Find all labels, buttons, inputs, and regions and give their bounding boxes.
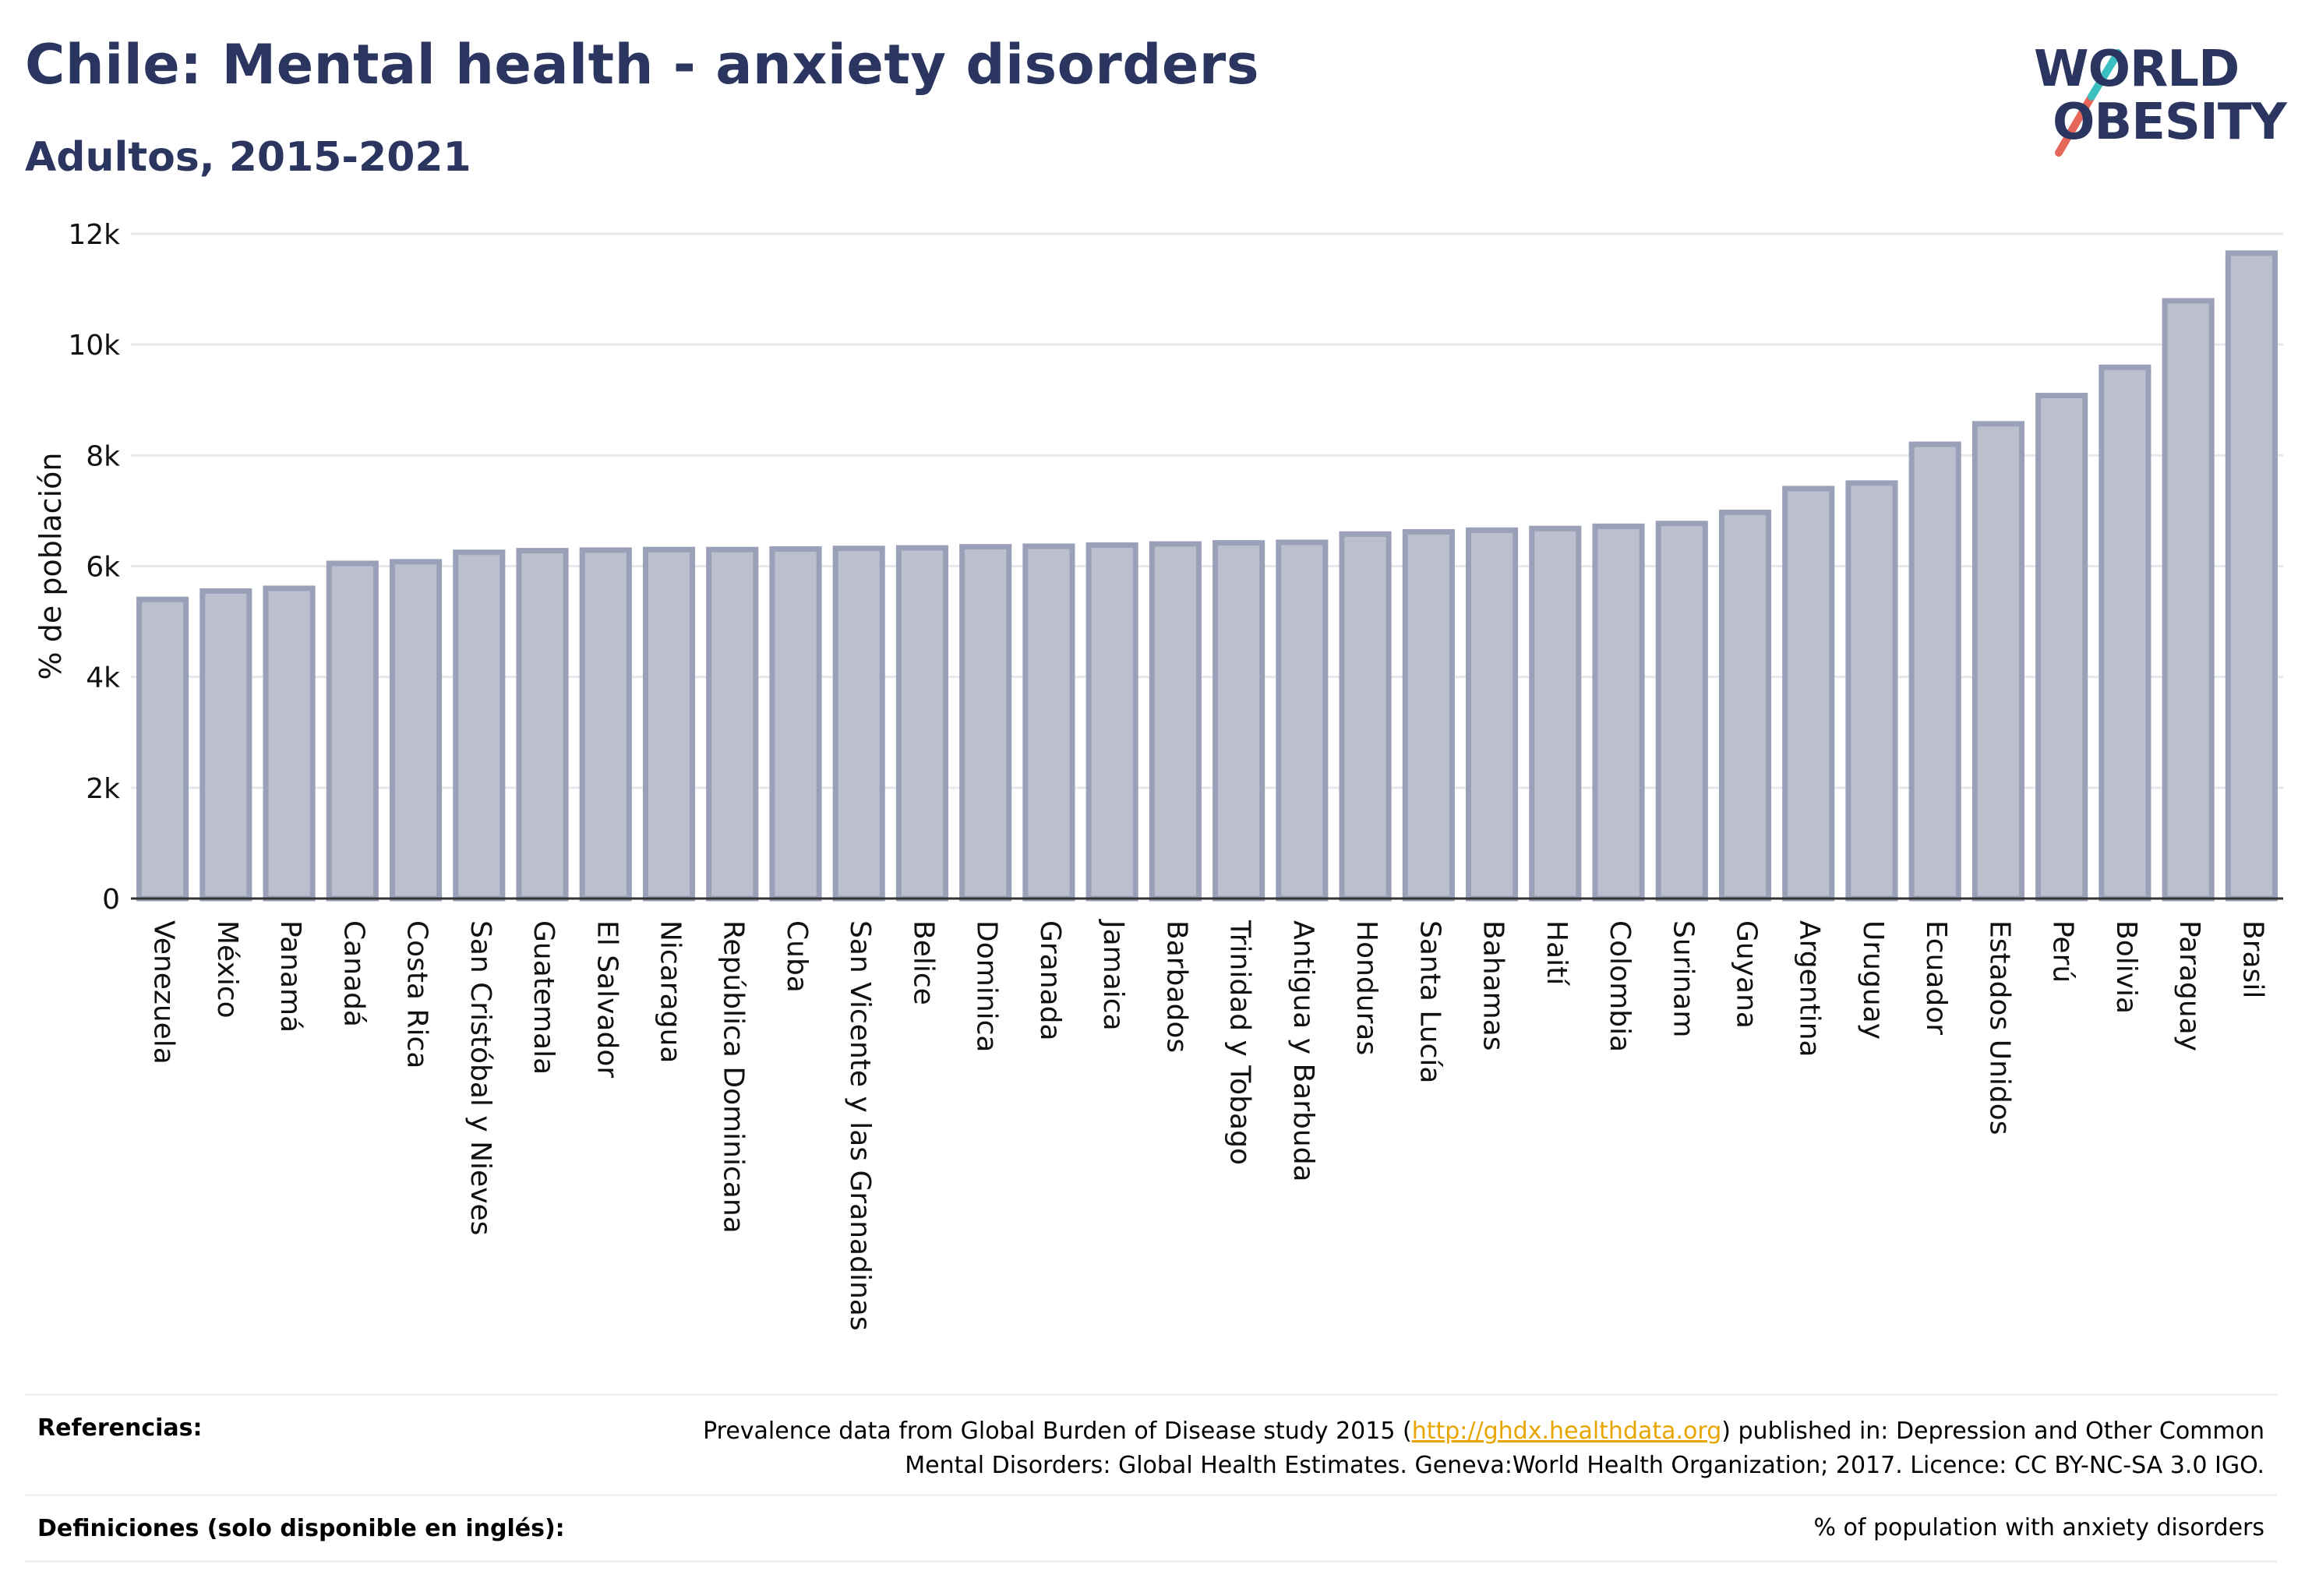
bar bbox=[706, 546, 759, 902]
y-tick-label: 0 bbox=[102, 884, 120, 916]
definitions-text: % of population with anxiety disorders bbox=[1813, 1514, 2264, 1541]
bar bbox=[769, 546, 822, 902]
logo-line2: OBESITY bbox=[2053, 94, 2287, 151]
references-text: Prevalence data from Global Burden of Di… bbox=[628, 1396, 2277, 1494]
bar-chart: 0 2k 4k 6k 8k 10k 12k Venezuela México Panamá Can… bbox=[34, 219, 2283, 1331]
bar bbox=[199, 588, 252, 902]
y-tick-label: 10k bbox=[68, 330, 120, 362]
references-line2: Mental Disorders: Global Health Estimate… bbox=[905, 1452, 2264, 1479]
x-tick-label: Venezuela bbox=[148, 920, 180, 1065]
x-tick-label: México bbox=[211, 920, 243, 1019]
x-tick-label: Paraguay bbox=[2173, 920, 2205, 1051]
x-tick-label: Haití bbox=[1541, 920, 1573, 986]
x-tick-label: Ecuador bbox=[1920, 920, 1952, 1035]
x-tick-label: Dominica bbox=[971, 920, 1003, 1053]
chart-title: Chile: Mental health - anxiety disorders bbox=[25, 33, 1259, 97]
bar bbox=[642, 546, 696, 902]
x-tick-label: Jamaica bbox=[1097, 919, 1129, 1031]
y-tick-labels: 0 2k 4k 6k 8k 10k 12k bbox=[68, 219, 120, 916]
x-tick-label: Santa Lucía bbox=[1414, 920, 1445, 1083]
y-tick-label: 6k bbox=[86, 552, 120, 584]
x-tick-label: República Dominicana bbox=[718, 920, 750, 1234]
x-tick-label: El Salvador bbox=[591, 920, 623, 1078]
x-tick-label: Bolivia bbox=[2110, 920, 2142, 1014]
chart-subtitle: Adultos, 2015-2021 bbox=[25, 134, 471, 181]
references-label: Referencias: bbox=[37, 1414, 203, 1442]
bar bbox=[1782, 486, 1835, 902]
y-tick-label: 8k bbox=[86, 440, 120, 472]
bar bbox=[390, 559, 443, 902]
bar bbox=[832, 546, 885, 902]
x-tick-label: Canadá bbox=[337, 920, 369, 1027]
bar bbox=[1718, 510, 1772, 902]
bar bbox=[1085, 542, 1138, 902]
definitions-label: Definiciones (solo disponible en inglés)… bbox=[37, 1514, 565, 1542]
x-tick-label: Guyana bbox=[1731, 920, 1763, 1029]
definitions-row: Definiciones (solo disponible en inglés)… bbox=[25, 1494, 2277, 1562]
x-tick-label: Nicaragua bbox=[655, 920, 687, 1063]
bar bbox=[1655, 521, 1708, 902]
bar bbox=[326, 560, 379, 902]
y-tick-label: 2k bbox=[86, 773, 120, 805]
x-tick-label: Honduras bbox=[1350, 920, 1382, 1055]
bars bbox=[136, 250, 2278, 902]
bar bbox=[1276, 539, 1329, 902]
bar bbox=[1213, 540, 1265, 902]
bar bbox=[136, 596, 189, 902]
y-tick-label: 4k bbox=[86, 662, 120, 694]
bar bbox=[1592, 523, 1645, 902]
y-tick-label: 12k bbox=[68, 219, 120, 251]
bar bbox=[1845, 480, 1898, 902]
logo-slash-red bbox=[2055, 93, 2095, 157]
bar bbox=[2162, 298, 2215, 902]
bar bbox=[1402, 528, 1455, 902]
world-obesity-logo: WORLD OBESITY bbox=[2034, 41, 2288, 157]
bar bbox=[263, 585, 316, 902]
x-tick-label: Cuba bbox=[781, 920, 813, 993]
x-tick-label: Antigua y Barbuda bbox=[1287, 920, 1319, 1182]
bar bbox=[2035, 393, 2088, 902]
bar bbox=[1529, 525, 1582, 902]
bar bbox=[2099, 364, 2151, 902]
x-tick-label: Belice bbox=[907, 920, 939, 1005]
bar bbox=[895, 545, 948, 902]
x-tick-labels: Venezuela México Panamá Canadá Costa Rica San… bbox=[148, 919, 2269, 1331]
x-tick-label: San Cristóbal y Nieves bbox=[464, 920, 496, 1235]
x-tick-label: Estados Unidos bbox=[1983, 920, 2015, 1135]
bar bbox=[959, 544, 1012, 902]
x-tick-label: Uruguay bbox=[1857, 920, 1889, 1040]
x-tick-label: Trinidad y Tobago bbox=[1224, 920, 1256, 1165]
logo-line1: WORLD bbox=[2034, 41, 2239, 98]
x-tick-label: Costa Rica bbox=[401, 920, 433, 1068]
references-pre: Prevalence data from Global Burden of Di… bbox=[703, 1418, 1412, 1445]
bar bbox=[453, 549, 506, 902]
footer: Referencias: Prevalence data from Global… bbox=[25, 1393, 2277, 1562]
x-tick-label: Brasil bbox=[2236, 920, 2268, 998]
logo-slash-teal bbox=[2088, 49, 2122, 101]
y-axis-label: % de población bbox=[34, 453, 68, 680]
bar bbox=[1908, 441, 1961, 902]
references-mid: ) published in: Depression and Other Com… bbox=[1721, 1418, 2264, 1445]
x-tick-label: Bahamas bbox=[1477, 920, 1509, 1051]
x-tick-label: Granada bbox=[1034, 920, 1066, 1041]
references-link[interactable]: http://ghdx.healthdata.org bbox=[1411, 1418, 1722, 1445]
x-tick-label: Surinam bbox=[1667, 920, 1699, 1037]
bar bbox=[1149, 541, 1202, 902]
bar bbox=[1466, 527, 1519, 902]
bar bbox=[579, 547, 632, 902]
bar bbox=[2225, 250, 2278, 902]
x-tick-label: San Vicente y las Granadinas bbox=[844, 920, 876, 1331]
bar bbox=[1971, 421, 2024, 902]
x-tick-label: Panamá bbox=[274, 920, 306, 1033]
references-row: Referencias: Prevalence data from Global… bbox=[25, 1393, 2277, 1494]
bar bbox=[1339, 531, 1392, 902]
x-tick-label: Colombia bbox=[1604, 920, 1636, 1052]
x-tick-label: Perú bbox=[2047, 920, 2079, 983]
x-tick-label: Barbados bbox=[1160, 920, 1192, 1053]
x-tick-label: Argentina bbox=[1794, 920, 1826, 1058]
x-tick-label: Guatemala bbox=[528, 920, 559, 1075]
bar bbox=[1022, 543, 1075, 902]
bar bbox=[516, 548, 569, 902]
